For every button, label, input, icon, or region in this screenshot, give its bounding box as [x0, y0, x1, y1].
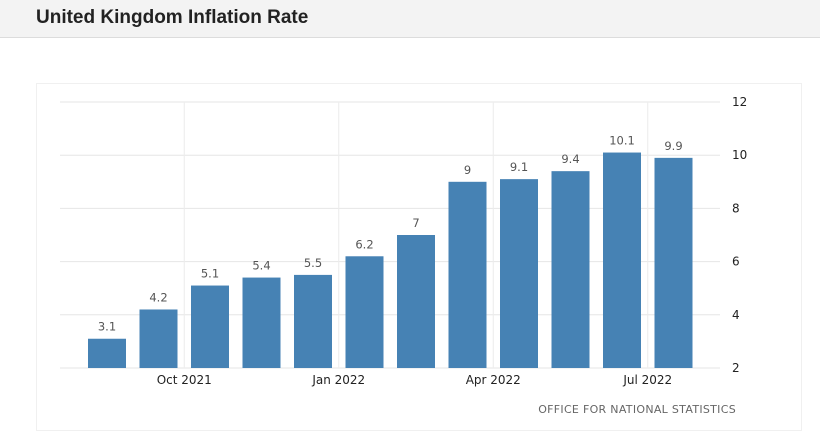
bar [242, 277, 281, 368]
header-bar: United Kingdom Inflation Rate [0, 0, 820, 38]
page-title: United Kingdom Inflation Rate [36, 7, 309, 28]
y-tick-label: 12 [732, 95, 747, 109]
bar-value-label: 5.5 [304, 256, 322, 270]
bar [88, 338, 126, 368]
chart-panel [36, 83, 802, 431]
bar-value-label: 9.1 [510, 160, 528, 174]
bar [603, 152, 641, 368]
bar [448, 181, 487, 368]
bar [654, 157, 693, 368]
bar-value-label: 5.4 [252, 259, 270, 273]
bar [191, 285, 229, 368]
bar [500, 179, 538, 368]
source-credit: OFFICE FOR NATIONAL STATISTICS [538, 403, 736, 416]
bar [294, 274, 332, 368]
y-tick-label: 2 [732, 361, 740, 375]
bar-value-label: 5.1 [201, 267, 219, 281]
x-tick-label: Oct 2021 [157, 373, 212, 387]
bar-value-label: 4.2 [149, 290, 167, 304]
bar [345, 256, 384, 368]
bar-value-label: 10.1 [609, 134, 635, 148]
y-tick-label: 8 [732, 201, 740, 215]
bar [139, 309, 178, 368]
bar [551, 171, 590, 368]
y-tick-label: 6 [732, 255, 740, 269]
bar-value-label: 6.2 [355, 237, 373, 251]
bar-value-label: 9.4 [561, 152, 579, 166]
x-tick-label: Jul 2022 [622, 373, 672, 387]
bar-value-label: 9.9 [664, 139, 682, 153]
bar-value-label: 3.1 [98, 320, 116, 334]
bar-value-label: 9 [464, 163, 471, 177]
bar-value-label: 7 [412, 216, 419, 230]
x-tick-label: Jan 2022 [311, 373, 365, 387]
y-tick-label: 4 [732, 308, 740, 322]
y-tick-label: 10 [732, 148, 747, 162]
bar [397, 235, 435, 368]
x-tick-label: Apr 2022 [466, 373, 521, 387]
